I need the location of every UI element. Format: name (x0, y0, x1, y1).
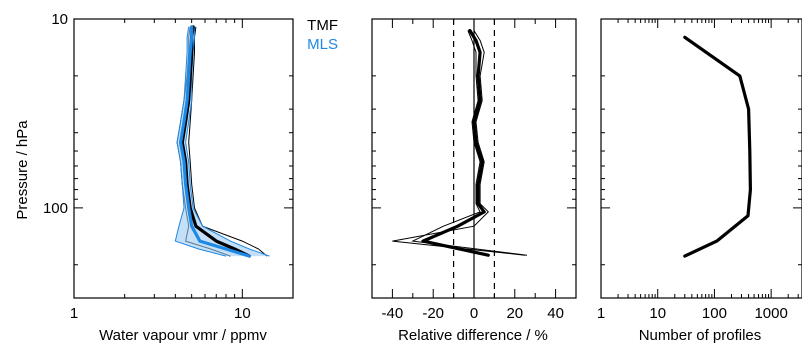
wv-frame (73, 18, 294, 299)
wv-range-high-tmf (188, 26, 268, 257)
wv-plot-area: 10 100 1 10 (43, 11, 294, 322)
x-axis-title-water-vapour: Water vapour vmr / ppmv (99, 327, 267, 343)
wv-range-low-mls (174, 26, 227, 257)
wv-y-tick-label: 10 (51, 11, 68, 28)
panel-water-vapour: Water vapour vmr / ppmv TMF MLS (99, 17, 338, 343)
np-x-tick-label: 100 (702, 305, 727, 322)
rd-x-tick-label: -40 (382, 305, 404, 322)
rd-plot-area: -40 -20 0 20 40 (371, 18, 577, 322)
np-plot-area: 1 10 100 1000 (597, 18, 802, 322)
wv-x-tick-label: 1 (70, 305, 78, 322)
rd-x-tick-label: 20 (506, 305, 523, 322)
np-x-tick-label: 1 (597, 305, 605, 322)
np-frame (600, 18, 802, 299)
y-axis-title: Pressure / hPa (14, 120, 31, 220)
x-axis-title-number-of-profiles: Number of profiles (639, 327, 762, 343)
np-x-tick-label: 10 (649, 305, 666, 322)
panel-relative-difference: Relative difference / % (398, 327, 548, 343)
panel-number-of-profiles: Number of profiles (639, 327, 762, 343)
rd-series-line-mean (421, 28, 490, 257)
np-x-tick-label: 1000 (754, 305, 787, 322)
rd-x-tick-label: 0 (470, 305, 478, 322)
wv-x-tick-label: 10 (234, 305, 251, 322)
x-axis-title-relative-difference: Relative difference / % (398, 327, 548, 343)
rd-x-tick-label: 40 (547, 305, 564, 322)
rd-x-tick-label: -20 (422, 305, 444, 322)
legend-entry-mls: MLS (307, 36, 338, 53)
np-series-line-mean (683, 35, 752, 258)
wv-range-fill-mls (175, 26, 270, 257)
wv-series-line-mls (179, 25, 251, 258)
legend-entry-tmf: TMF (307, 17, 338, 34)
rd-envelope-line-0 (392, 30, 526, 256)
rd-envelope-line-1 (411, 30, 528, 256)
wv-y-tick-label: 100 (43, 200, 68, 217)
